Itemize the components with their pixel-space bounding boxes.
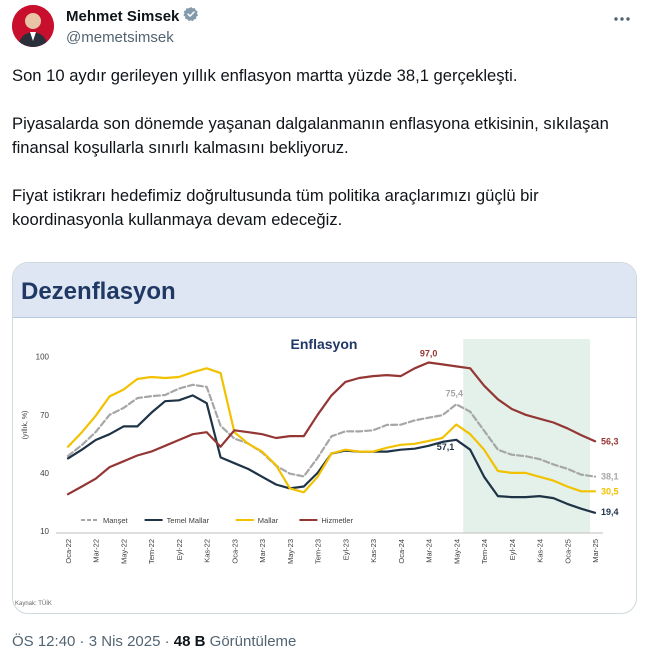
x-tick-label: Oca-22 <box>64 539 73 564</box>
data-label: 57,1 <box>437 442 455 452</box>
y-tick-label: 100 <box>36 353 50 362</box>
series-line-hizmetler <box>66 361 597 496</box>
x-tick-label: Kas-24 <box>536 539 545 563</box>
x-tick-label: Eyl-22 <box>175 539 184 560</box>
author-name[interactable]: Mehmet Simsek <box>66 8 180 25</box>
y-tick-label: 70 <box>40 411 49 420</box>
x-tick-label: Oca-25 <box>563 539 572 564</box>
views-label: Görüntüleme <box>209 633 297 650</box>
x-tick-label: Oca-24 <box>397 539 406 564</box>
slide-title: Dezenflasyon <box>21 278 176 305</box>
data-label: 56,3 <box>601 436 619 446</box>
chart-title: Enflasyon <box>291 336 358 352</box>
legend-entry: Temel Mallar <box>167 516 210 525</box>
tweet-meta: ÖS 12:40 · 3 Nis 2025 · 48 B Görüntüleme <box>12 633 296 650</box>
legend-entry: Manşet <box>103 516 129 525</box>
x-tick-label: Oca-23 <box>230 539 239 564</box>
y-tick-label: 10 <box>40 527 49 536</box>
y-tick-label: 40 <box>40 469 49 478</box>
legend-entry: Mallar <box>258 516 279 525</box>
inflation-chart: Enflasyon 10 40 70 100 (yıllık, %) Oca-22 Mar-2… <box>22 336 619 564</box>
slide-header: Dezenflasyon <box>13 263 636 318</box>
author-handle[interactable]: @memetsimsek <box>66 29 174 46</box>
data-label: 75,4 <box>446 388 464 398</box>
legend-entry: Hizmetler <box>321 516 353 525</box>
meta-separator: · <box>160 633 174 650</box>
tweet-date[interactable]: 3 Nis 2025 <box>88 633 161 650</box>
x-tick-label: Kas-23 <box>369 539 378 563</box>
x-tick-label: Tem-22 <box>147 539 156 564</box>
x-tick-label: May-22 <box>119 539 128 564</box>
x-tick-label: May-23 <box>286 539 295 564</box>
verified-badge-icon <box>183 6 199 27</box>
series-line-mallar <box>66 367 597 494</box>
x-tick-label: Eyl-24 <box>508 539 517 560</box>
avatar[interactable] <box>12 5 54 47</box>
author-row: Mehmet Simsek <box>66 6 199 27</box>
more-options-icon[interactable] <box>611 8 633 30</box>
series-line-manşet <box>66 383 597 478</box>
x-tick-label: Mar-24 <box>425 539 434 563</box>
data-label: 19,4 <box>601 507 619 517</box>
x-tick-label: Mar-25 <box>591 539 600 563</box>
x-tick-label: Mar-23 <box>258 539 267 563</box>
tweet-paragraph: Fiyat istikrarı hedefimiz doğrultusunda … <box>12 186 539 229</box>
chart-source: Kaynak: TÜİK <box>15 601 52 607</box>
tweet-paragraph: Son 10 aydır gerileyen yıllık enflasyon … <box>12 66 518 85</box>
shaded-period <box>463 339 590 533</box>
x-tick-label: Tem-24 <box>480 539 489 564</box>
data-label: 38,1 <box>601 472 619 482</box>
x-tick-label: Tem-23 <box>314 539 323 564</box>
data-label: 97,0 <box>420 348 438 358</box>
x-tick-label: Eyl-23 <box>341 539 350 560</box>
y-axis-label: (yıllık, %) <box>22 411 29 440</box>
tweet-paragraph: Piyasalarda son dönemde yaşanan dalgalan… <box>12 114 609 157</box>
tweet-text: Son 10 aydır gerileyen yıllık enflasyon … <box>12 64 632 256</box>
x-tick-label: Mar-22 <box>92 539 101 563</box>
x-tick-label: Kas-22 <box>203 539 212 563</box>
x-tick-label: May-24 <box>452 539 461 564</box>
data-label: 30,5 <box>601 486 619 496</box>
tweet-time[interactable]: ÖS 12:40 <box>12 633 76 650</box>
views-count: 48 B <box>173 633 206 650</box>
meta-separator: · <box>75 633 89 650</box>
tweet-media-image[interactable]: Dezenflasyon Enflasyon 10 40 70 100 (yıllık, … <box>12 262 637 614</box>
